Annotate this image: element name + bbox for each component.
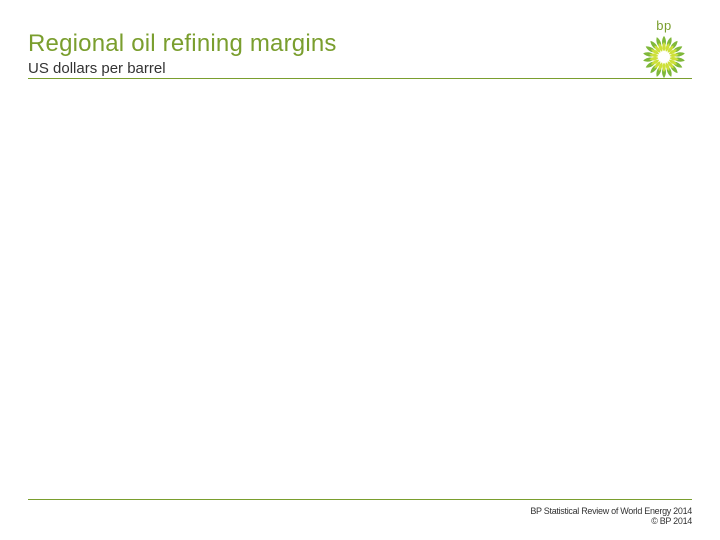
page-title: Regional oil refining margins: [28, 30, 692, 58]
divider-bottom: [28, 499, 692, 500]
page-subtitle: US dollars per barrel: [28, 60, 692, 77]
slide: bp: [0, 0, 720, 540]
footer-copyright: © BP 2014: [530, 516, 692, 526]
footer-source: BP Statistical Review of World Energy 20…: [530, 506, 692, 516]
divider-top: [28, 78, 692, 79]
footer: BP Statistical Review of World Energy 20…: [530, 506, 692, 526]
header: Regional oil refining margins US dollars…: [28, 30, 692, 77]
